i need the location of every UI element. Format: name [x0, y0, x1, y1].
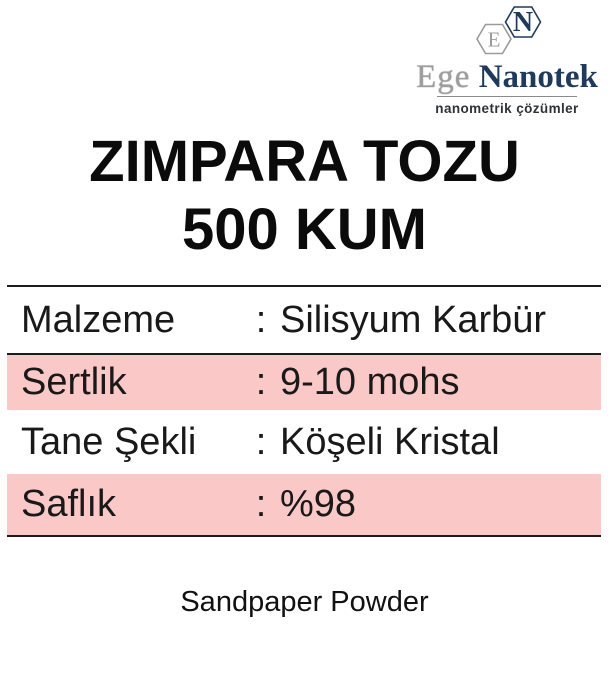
product-title-line1: ZIMPARA TOZU	[89, 129, 520, 194]
brand-divider-line	[437, 96, 577, 97]
table-row-saflik: Saflık : %98	[7, 474, 601, 535]
brand-nanotek-text: Nanotek	[478, 59, 598, 95]
spec-value: Silisyum Karbür	[280, 298, 547, 341]
brand-name: Ege Nanotek	[413, 59, 601, 95]
spec-value: Köşeli Kristal	[280, 420, 500, 463]
spec-label: Malzeme	[21, 298, 176, 341]
product-subtitle-english: Sandpaper Powder	[180, 586, 429, 618]
company-logo: E N Ege Nanotek nanometrik çözümler	[413, 4, 601, 116]
spec-value: 9-10 mohs	[280, 361, 460, 403]
spec-colon: :	[255, 420, 267, 463]
product-title-line2: 500 KUM	[182, 197, 427, 262]
spec-label: Tane Şekli	[21, 420, 197, 463]
spec-value: %98	[280, 483, 357, 525]
hexagon-e-icon	[476, 23, 512, 55]
spec-label: Sertlik	[21, 361, 127, 403]
spec-label: Saflık	[21, 483, 117, 525]
table-row-tane-sekli: Tane Şekli : Köşeli Kristal	[7, 410, 601, 474]
spec-table: Malzeme : Silisyum Karbür Sertlik : 9-10…	[7, 285, 601, 537]
spec-colon: :	[255, 298, 267, 341]
hexagon-n-icon	[504, 6, 542, 38]
product-title: ZIMPARA TOZU 500 KUM	[0, 128, 609, 264]
brand-tagline: nanometrik çözümler	[435, 101, 579, 116]
hexagon-logo-icon: E N	[476, 6, 542, 55]
hexagon-e-letter: E	[488, 28, 501, 52]
table-row-malzeme: Malzeme : Silisyum Karbür	[7, 287, 601, 355]
hexagon-n-letter: N	[513, 7, 533, 38]
brand-ege-text: Ege	[416, 59, 471, 95]
table-row-sertlik: Sertlik : 9-10 mohs	[7, 355, 601, 410]
spec-colon: :	[255, 483, 267, 525]
spec-colon: :	[255, 361, 267, 403]
